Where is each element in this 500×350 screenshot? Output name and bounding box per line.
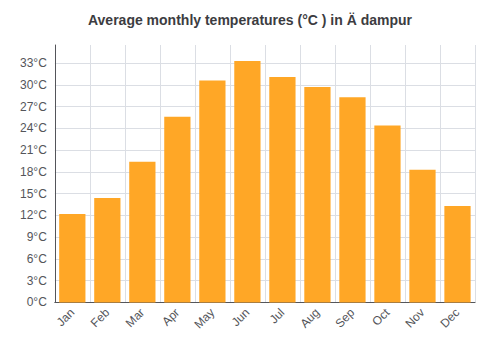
svg-text:Jul: Jul xyxy=(267,306,288,327)
svg-text:21°C: 21°C xyxy=(20,143,47,157)
svg-text:Nov: Nov xyxy=(402,306,427,331)
svg-text:Mar: Mar xyxy=(123,306,148,330)
svg-text:Average monthly temperatures (: Average monthly temperatures (°C ) in Ä … xyxy=(88,12,413,28)
svg-text:May: May xyxy=(191,306,217,332)
svg-text:0°C: 0°C xyxy=(27,295,47,309)
svg-text:30°C: 30°C xyxy=(20,78,47,92)
svg-text:33°C: 33°C xyxy=(20,56,47,70)
svg-text:Sep: Sep xyxy=(332,305,357,330)
svg-text:3°C: 3°C xyxy=(27,274,47,288)
svg-text:18°C: 18°C xyxy=(20,165,47,179)
svg-text:Aug: Aug xyxy=(297,306,322,331)
svg-text:Jun: Jun xyxy=(229,306,253,330)
svg-text:12°C: 12°C xyxy=(20,208,47,222)
svg-text:Apr: Apr xyxy=(159,306,182,329)
svg-text:15°C: 15°C xyxy=(20,187,47,201)
svg-text:9°C: 9°C xyxy=(27,230,47,244)
svg-text:6°C: 6°C xyxy=(27,252,47,266)
svg-text:Dec: Dec xyxy=(437,306,462,331)
svg-text:Oct: Oct xyxy=(369,305,393,329)
svg-text:24°C: 24°C xyxy=(20,121,47,135)
svg-text:Jan: Jan xyxy=(54,306,78,330)
svg-text:27°C: 27°C xyxy=(20,100,47,114)
svg-text:Feb: Feb xyxy=(88,305,113,330)
